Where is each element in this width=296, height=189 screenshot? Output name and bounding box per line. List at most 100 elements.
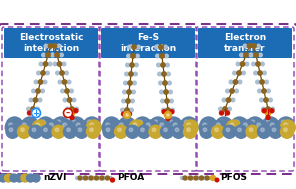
Circle shape (126, 114, 128, 116)
Circle shape (130, 108, 133, 112)
Circle shape (105, 176, 110, 180)
Circle shape (29, 98, 33, 102)
Circle shape (74, 109, 78, 113)
Circle shape (65, 89, 69, 93)
Circle shape (78, 128, 82, 132)
Circle shape (203, 128, 207, 132)
Circle shape (215, 128, 218, 132)
Circle shape (126, 63, 129, 67)
Circle shape (252, 62, 255, 66)
Circle shape (72, 98, 76, 102)
Circle shape (270, 123, 274, 127)
Circle shape (9, 123, 13, 127)
Circle shape (10, 174, 18, 182)
Circle shape (167, 72, 170, 76)
Circle shape (133, 81, 136, 85)
Circle shape (138, 125, 150, 138)
Circle shape (75, 177, 78, 180)
Circle shape (28, 111, 31, 115)
Circle shape (134, 117, 151, 134)
Circle shape (70, 107, 74, 111)
Circle shape (133, 123, 137, 127)
Circle shape (163, 81, 167, 85)
Circle shape (116, 120, 131, 135)
Circle shape (258, 89, 261, 93)
Circle shape (34, 80, 38, 84)
Circle shape (128, 81, 132, 85)
Circle shape (220, 111, 223, 115)
Circle shape (226, 98, 231, 102)
Circle shape (136, 54, 139, 58)
Circle shape (184, 125, 197, 138)
Circle shape (234, 125, 247, 138)
Circle shape (166, 116, 170, 121)
Circle shape (186, 177, 189, 180)
Circle shape (61, 89, 64, 93)
Circle shape (215, 117, 232, 134)
Circle shape (125, 72, 128, 76)
Circle shape (156, 120, 171, 135)
Circle shape (141, 128, 144, 132)
Circle shape (236, 62, 240, 66)
Circle shape (262, 107, 265, 111)
Circle shape (44, 44, 48, 48)
Text: PFOS: PFOS (221, 174, 247, 183)
Circle shape (165, 117, 182, 134)
Circle shape (89, 176, 93, 180)
Circle shape (62, 80, 67, 84)
Circle shape (121, 112, 126, 116)
Circle shape (212, 125, 224, 138)
Circle shape (240, 120, 255, 135)
Circle shape (244, 53, 248, 57)
Circle shape (64, 125, 76, 138)
Circle shape (284, 128, 287, 132)
Circle shape (55, 128, 59, 132)
Circle shape (240, 62, 245, 66)
Circle shape (156, 54, 159, 58)
Circle shape (149, 117, 166, 134)
Circle shape (200, 176, 204, 180)
Circle shape (32, 128, 36, 132)
Circle shape (187, 128, 190, 132)
Circle shape (237, 71, 241, 75)
Circle shape (90, 128, 93, 132)
Circle shape (32, 174, 40, 182)
Circle shape (153, 120, 158, 125)
Circle shape (162, 108, 165, 112)
Circle shape (6, 125, 19, 138)
Circle shape (32, 120, 47, 135)
Circle shape (36, 89, 40, 93)
Circle shape (124, 81, 127, 85)
Circle shape (94, 176, 99, 180)
Circle shape (32, 89, 35, 93)
Circle shape (129, 72, 133, 76)
Circle shape (222, 98, 226, 102)
Circle shape (52, 117, 70, 134)
Circle shape (168, 120, 173, 125)
Circle shape (219, 107, 222, 111)
Circle shape (181, 177, 184, 180)
Circle shape (146, 123, 150, 127)
Circle shape (252, 44, 256, 48)
Circle shape (233, 80, 238, 84)
Circle shape (67, 98, 72, 102)
Circle shape (192, 177, 195, 180)
Circle shape (200, 125, 213, 138)
Circle shape (55, 53, 59, 57)
Circle shape (280, 120, 295, 135)
Circle shape (106, 128, 110, 132)
Circle shape (129, 128, 133, 132)
Circle shape (17, 125, 30, 138)
Circle shape (41, 125, 54, 138)
Circle shape (249, 128, 253, 132)
Circle shape (70, 115, 74, 119)
Circle shape (257, 44, 260, 48)
Circle shape (240, 53, 243, 57)
Circle shape (165, 99, 169, 103)
Circle shape (122, 99, 125, 103)
Circle shape (235, 89, 238, 93)
Circle shape (53, 62, 57, 66)
Circle shape (132, 90, 135, 94)
Circle shape (125, 108, 129, 112)
Circle shape (253, 120, 268, 135)
